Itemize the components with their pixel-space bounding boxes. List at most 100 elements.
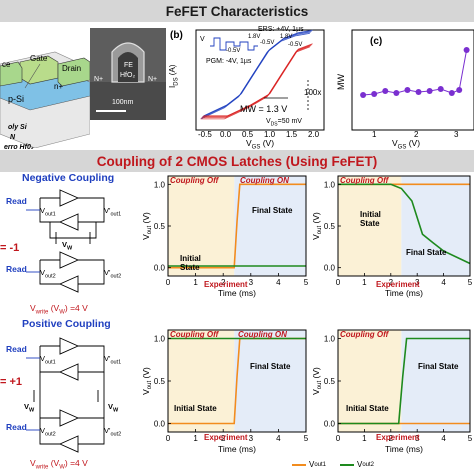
mw-point — [371, 91, 378, 97]
y-axis-title: Vout (V) — [311, 367, 323, 395]
source-label: ce — [2, 60, 11, 69]
idvgs-frame — [195, 29, 325, 131]
vgs-tag: V — [200, 36, 205, 43]
coupling-on-band — [234, 330, 306, 432]
plot-neg-2-experiment: Experiment — [376, 280, 420, 289]
idvgs-xtick-0: -0.5 — [198, 130, 212, 139]
negative-read-label: Read — [6, 196, 27, 206]
ytick-label: 0.5 — [154, 377, 166, 386]
mw-xlabel: VGS (V) — [392, 138, 421, 151]
xtick-label: 1 — [362, 278, 367, 287]
pulse-level-2: 1.8V — [248, 34, 261, 40]
negative-vout1p-label: V'out1 — [104, 206, 122, 218]
negative-circuit-svg — [26, 189, 105, 293]
plot-neg-1: 0.0 0.5 1.0 0 1 2 3 4 5 Time (ms) Vout (V) — [140, 172, 310, 298]
coupling-title: Coupling of 2 CMOS Latches (Using FeFET) — [0, 150, 474, 172]
idvgs-curves — [200, 29, 313, 120]
xtick-label: 5 — [468, 434, 473, 443]
positive-read-label-2: Read — [6, 422, 27, 432]
mw-xtick-2: 3 — [454, 130, 459, 139]
positive-circuit-svg — [26, 337, 105, 453]
mw-point — [456, 87, 463, 93]
negative-vw-label: VW — [62, 240, 73, 252]
ytick-label: 0.0 — [154, 264, 166, 273]
ratio-label: 100x — [304, 88, 322, 97]
negative-coupling-title: Negative Coupling — [22, 172, 115, 184]
legend-ferro: erro Hf0₂ — [4, 144, 34, 151]
source-block — [0, 61, 23, 87]
mw-point — [415, 89, 422, 95]
tem-fe-label: FE — [124, 62, 133, 69]
positive-read-label: Read — [6, 344, 27, 354]
mw-point — [360, 92, 367, 98]
legend-vout1-swatch — [292, 463, 306, 466]
mw-point — [437, 86, 444, 92]
inverter-6 — [58, 363, 79, 381]
vds-label: VDS=50 mV — [266, 118, 302, 128]
coupling-off-band — [338, 176, 402, 276]
pgm-label: PGM: -4V, 1µs — [206, 58, 252, 65]
mw-point — [463, 47, 470, 53]
mw-point — [426, 88, 433, 94]
coupling-on-band — [401, 330, 470, 432]
x-axis-title: Time (ms) — [218, 444, 256, 454]
xtick-label: 5 — [468, 278, 473, 287]
mw-xtick-1: 2 — [414, 130, 419, 139]
idvgs-plot — [195, 29, 325, 131]
tem-nplus-right: N+ — [148, 76, 158, 83]
coupling-on-band — [234, 176, 306, 276]
ytick-label: 1.0 — [154, 180, 166, 189]
scale-bar — [96, 110, 126, 112]
gate-label: Gate — [30, 54, 48, 63]
ytick-label: 0.0 — [154, 420, 166, 429]
pulse-train — [210, 37, 258, 51]
xtick-label: 3 — [415, 278, 420, 287]
plot-pos-2-final: Final State — [418, 362, 459, 371]
plot-neg-2-final: Final State — [406, 248, 447, 257]
plot-neg-2: 0.0 0.5 1.0 0 1 2 3 4 5 Time (ms) Vout (V) — [310, 172, 474, 298]
plot-neg-1-experiment: Experiment — [204, 280, 248, 289]
tem-svg — [90, 28, 166, 120]
mw-plot — [351, 29, 474, 131]
mw-ylabel: MW — [336, 74, 346, 90]
series-vout2-line — [338, 337, 470, 425]
positive-vw-label-left: VW — [24, 402, 35, 414]
pulse-level-5: -0.5V — [288, 42, 303, 48]
panel-c-tag: (c) — [370, 36, 383, 47]
leader-line — [24, 63, 41, 89]
inverter-4 — [58, 275, 79, 293]
mw-label: MW = 1.3 V — [240, 104, 288, 114]
xtick-label: 2 — [389, 434, 394, 443]
xtick-label: 4 — [276, 278, 281, 287]
positive-vout2-label: Vout2 — [40, 426, 56, 438]
ytick-label: 0.5 — [324, 222, 336, 231]
device-schematic-svg — [0, 51, 91, 149]
xtick-label: 3 — [415, 434, 420, 443]
positive-vout2p-label: V'out2 — [104, 426, 122, 438]
inverter-3 — [59, 251, 80, 269]
psi-label: p-Si — [8, 94, 25, 104]
pulse-level-3: -0.5V — [260, 40, 275, 46]
ytick-label: 1.0 — [154, 335, 166, 344]
tem-nplus-left: N+ — [94, 76, 104, 83]
plot-neg-2-svg: 0.0 0.5 1.0 0 1 2 3 4 5 Time (ms) Vout (V) — [311, 175, 473, 298]
coupling-on-band — [401, 176, 470, 276]
vwrite-bottom-label: Vwrite (VW) =4 V — [30, 458, 88, 471]
series-vout2-line — [338, 183, 471, 265]
fefet-characteristics-title: FeFET Characteristics — [0, 0, 474, 22]
inverter-1 — [59, 189, 80, 207]
idvgs-curve-0-3 — [203, 29, 313, 117]
positive-vw-label-right: VW — [108, 402, 119, 414]
negative-read-label-2: Read — [6, 264, 27, 274]
negative-vout2-label: Vout2 — [40, 268, 56, 280]
plot-neg-1-coupling-on: Coupling ON — [240, 176, 289, 185]
plot-neg-1-coupling-off: Coupling Off — [170, 176, 219, 185]
plot-pos-1-final: Final State — [250, 362, 291, 371]
idvgs-curve-1-3 — [203, 43, 313, 117]
xtick-label: 0 — [166, 434, 171, 443]
panel-c-mw: (c) MW VGS (V) 1 2 3 — [334, 24, 474, 151]
device-schematic: Gate ce Drain n+ p-Si oly Si N erro Hf0₂ — [0, 24, 91, 151]
plot-pos-1-experiment: Experiment — [204, 433, 248, 442]
